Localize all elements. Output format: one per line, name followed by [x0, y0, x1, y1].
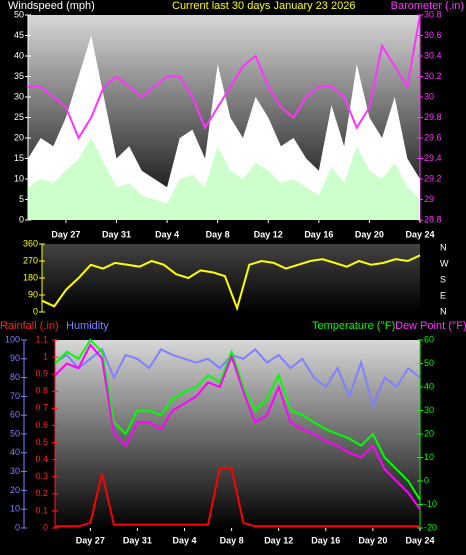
y2-tick-label: 20 [424, 428, 434, 438]
x-tick-label: Day 24 [405, 535, 434, 545]
y-tick-label: 40 [14, 50, 24, 60]
chart-title: Current last 30 days January 23 2026 [172, 0, 355, 12]
y2-tick-label: 0 [424, 475, 429, 485]
line [54, 338, 421, 501]
y-tick-label: 25 [14, 112, 24, 122]
y2-tick-label: 29.2 [424, 173, 442, 183]
x-tick-label: Day 20 [355, 229, 384, 239]
y-tick-label: 0.6 [35, 420, 48, 430]
y2-tick-label: 60 [424, 334, 434, 344]
y-tick-label: 50 [14, 9, 24, 19]
area [28, 138, 420, 220]
y2-axis-label: Temperature (°F) [312, 320, 395, 332]
compass-label: E [440, 290, 446, 300]
y-tick-label: 45 [14, 30, 24, 40]
line [55, 467, 420, 528]
compass-label: N [440, 242, 447, 252]
compass-label: W [440, 258, 449, 268]
y-tick-label: 0.8 [35, 386, 48, 396]
y-tick-label: 30 [14, 91, 24, 101]
y2-tick-label: 50 [424, 358, 434, 368]
x-tick-label: Day 4 [173, 535, 197, 545]
y2-tick-label: 30.2 [424, 71, 442, 81]
area [28, 35, 420, 220]
y2-tick-label: 29.8 [424, 112, 442, 122]
line [28, 14, 421, 141]
y-tick-label: 270 [23, 255, 38, 265]
x-tick-label: Day 4 [155, 229, 179, 239]
y-tick-label: 5 [19, 194, 24, 204]
y3-tick-label: 70 [10, 391, 20, 401]
y2-tick-label: 10 [424, 452, 434, 462]
line [54, 342, 421, 510]
y3-tick-label: 10 [10, 504, 20, 514]
y-tick-label: 90 [28, 289, 38, 299]
y2-tick-label: 30 [424, 91, 434, 101]
x-tick-label: Day 24 [405, 229, 434, 239]
y-tick-label: 0.4 [35, 454, 48, 464]
y-axis-label: Rainfall (.in) [0, 320, 59, 332]
compass-label: S [440, 274, 446, 284]
y2-axis-label: Dew Point (°F) [395, 320, 466, 332]
y3-tick-label: 50 [10, 428, 20, 438]
y3-tick-label: 40 [10, 447, 20, 457]
y-tick-label: 0 [43, 522, 48, 532]
y3-tick-label: 20 [10, 485, 20, 495]
y2-tick-label: 29.6 [424, 132, 442, 142]
compass-label: N [440, 306, 447, 316]
y-tick-label: 0.1 [35, 505, 48, 515]
x-tick-label: Day 12 [254, 229, 283, 239]
y2-tick-label: 40 [424, 381, 434, 391]
x-tick-label: Day 16 [311, 535, 340, 545]
y-tick-label: 10 [14, 173, 24, 183]
line [41, 254, 421, 312]
x-tick-label: Day 8 [220, 535, 244, 545]
y-tick-label: 0.2 [35, 488, 48, 498]
y3-tick-label: 60 [10, 410, 20, 420]
x-tick-label: Day 27 [51, 229, 80, 239]
y-tick-label: 180 [23, 272, 38, 282]
y2-tick-label: 30.6 [424, 30, 442, 40]
y-tick-label: 0 [19, 214, 24, 224]
y3-tick-label: 30 [10, 466, 20, 476]
y2-tick-label: 30.4 [424, 50, 442, 60]
line [54, 347, 421, 409]
y-tick-label: 15 [14, 153, 24, 163]
y2-tick-label: -10 [424, 499, 437, 509]
y2-axis-label: Barometer (.in) [391, 0, 464, 12]
y-tick-label: 35 [14, 71, 24, 81]
y-tick-label: 20 [14, 132, 24, 142]
y2-tick-label: -20 [424, 522, 437, 532]
x-tick-label: Day 31 [102, 229, 131, 239]
y-axis-label: Windspeed (mph) [8, 0, 95, 12]
y-tick-label: 360 [23, 238, 38, 248]
y-tick-label: 1 [43, 351, 48, 361]
y3-tick-label: 100 [5, 334, 20, 344]
x-tick-label: Day 27 [76, 535, 105, 545]
y2-tick-label: 29.4 [424, 153, 442, 163]
y2-tick-label: 29 [424, 194, 434, 204]
y2-tick-label: 28.8 [424, 214, 442, 224]
y-tick-label: 0.3 [35, 471, 48, 481]
y3-axis-label: Humidity [66, 320, 109, 332]
x-tick-label: Day 16 [304, 229, 333, 239]
y-tick-label: 0.9 [35, 369, 48, 379]
x-tick-label: Day 31 [123, 535, 152, 545]
y2-tick-label: 30.8 [424, 9, 442, 19]
x-tick-label: Day 20 [358, 535, 387, 545]
x-tick-label: Day 8 [206, 229, 230, 239]
x-tick-label: Day 12 [264, 535, 293, 545]
y-tick-label: 1.1 [35, 334, 48, 344]
y-tick-label: 0.7 [35, 403, 48, 413]
y3-tick-label: 80 [10, 372, 20, 382]
y-tick-label: 0.5 [35, 437, 48, 447]
y3-tick-label: 0 [15, 522, 20, 532]
y2-tick-label: 30 [424, 405, 434, 415]
y3-tick-label: 90 [10, 353, 20, 363]
plot-bg [42, 244, 420, 312]
y-tick-label: 0 [33, 306, 38, 316]
